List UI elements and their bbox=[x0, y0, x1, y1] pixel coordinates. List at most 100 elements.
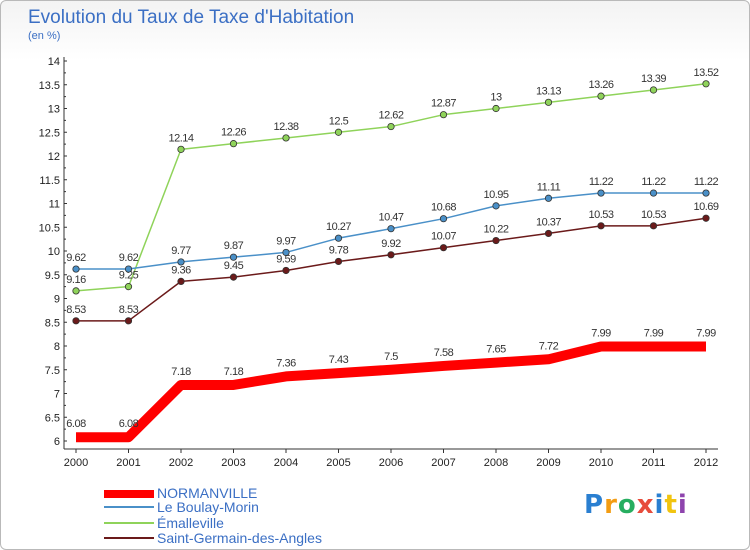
y-tick-label: 10.5 bbox=[39, 222, 60, 234]
legend-label-emalleville: Émalleville bbox=[157, 515, 224, 531]
data-label: 7.18 bbox=[171, 366, 191, 378]
data-label: 11.22 bbox=[589, 176, 614, 188]
x-tick-label: 2010 bbox=[589, 457, 613, 469]
data-label: 8.53 bbox=[66, 304, 86, 316]
data-label: 9.62 bbox=[66, 252, 86, 264]
chart-subtitle: (en %) bbox=[28, 30, 61, 42]
x-tick-label: 2008 bbox=[484, 457, 508, 469]
data-label: 11.11 bbox=[537, 181, 561, 193]
data-label: 10.22 bbox=[483, 224, 508, 236]
brand-letter: o bbox=[617, 490, 637, 520]
data-label: 10.68 bbox=[431, 202, 456, 214]
brand-letter: x bbox=[636, 490, 655, 520]
data-label: 7.65 bbox=[486, 344, 506, 356]
x-tick-label: 2001 bbox=[116, 457, 140, 469]
data-label: 7.18 bbox=[224, 366, 244, 378]
data-point bbox=[282, 248, 290, 257]
x-tick-label: 2012 bbox=[694, 457, 718, 469]
data-label: 7.99 bbox=[591, 327, 611, 339]
data-point bbox=[124, 317, 133, 325]
data-label: 8.53 bbox=[119, 304, 139, 316]
data-point bbox=[177, 277, 185, 285]
y-tick-label: 13.5 bbox=[39, 80, 60, 92]
data-label: 9.36 bbox=[171, 264, 191, 276]
data-label: 10.47 bbox=[378, 212, 403, 224]
y-tick-label: 13 bbox=[48, 104, 60, 116]
data-label: 6.08 bbox=[66, 418, 86, 430]
data-point bbox=[597, 189, 605, 197]
data-point bbox=[597, 222, 605, 230]
x-tick-label: 2011 bbox=[642, 457, 666, 469]
data-point bbox=[649, 222, 658, 230]
data-label: 9.92 bbox=[381, 238, 401, 250]
data-point bbox=[702, 189, 710, 197]
data-label: 7.36 bbox=[276, 357, 296, 369]
data-point bbox=[177, 258, 185, 266]
data-point bbox=[387, 251, 395, 259]
data-label: 10.27 bbox=[326, 221, 351, 233]
brand-letter: i bbox=[677, 490, 688, 520]
data-point bbox=[649, 86, 658, 94]
brand-letter: P bbox=[584, 490, 605, 520]
data-point bbox=[439, 215, 448, 223]
y-tick-label: 10 bbox=[48, 246, 60, 258]
data-point bbox=[649, 189, 658, 197]
y-tick-label: 12 bbox=[48, 151, 60, 163]
data-point bbox=[702, 214, 710, 222]
y-tick-label: 7.5 bbox=[45, 365, 60, 377]
brand-letter: r bbox=[604, 490, 618, 520]
data-point bbox=[72, 265, 80, 273]
y-tick-label: 11 bbox=[49, 199, 60, 211]
data-point bbox=[229, 253, 238, 261]
x-tick-label: 2005 bbox=[326, 457, 350, 469]
data-label: 13.52 bbox=[693, 67, 718, 79]
data-point bbox=[492, 104, 500, 113]
data-point bbox=[177, 145, 185, 153]
x-tick-label: 2004 bbox=[274, 457, 298, 469]
data-label: 7.99 bbox=[696, 327, 716, 339]
y-tick-label: 6.5 bbox=[45, 412, 60, 424]
data-label: 12.26 bbox=[221, 127, 246, 139]
data-label: 11.22 bbox=[641, 176, 666, 188]
data-label: 9.25 bbox=[119, 270, 139, 282]
y-tick-label: 9 bbox=[54, 294, 60, 306]
y-tick-label: 14 bbox=[48, 56, 60, 68]
data-label: 12.38 bbox=[273, 121, 298, 133]
data-point bbox=[334, 128, 343, 136]
x-tick-label: 2009 bbox=[536, 457, 560, 469]
y-tick-label: 11.5 bbox=[39, 175, 60, 187]
data-label: 13.13 bbox=[536, 85, 561, 97]
data-label: 13.39 bbox=[641, 73, 666, 85]
data-point bbox=[702, 80, 710, 88]
chart-title: Evolution du Taux de Taxe d'Habitation bbox=[28, 7, 355, 28]
data-point bbox=[544, 98, 553, 106]
data-point bbox=[492, 202, 500, 210]
data-label: 7.58 bbox=[434, 347, 454, 359]
data-label: 9.87 bbox=[224, 240, 244, 252]
data-label: 10.69 bbox=[693, 201, 718, 213]
data-point bbox=[124, 265, 133, 273]
brand-logo: Proxiti bbox=[584, 490, 688, 520]
data-point bbox=[72, 317, 80, 325]
data-label: 9.62 bbox=[119, 252, 139, 264]
data-point bbox=[72, 287, 80, 295]
data-label: 10.07 bbox=[431, 231, 456, 243]
data-label: 13.26 bbox=[588, 79, 613, 91]
data-point bbox=[387, 225, 395, 233]
x-tick-label: 2002 bbox=[169, 457, 193, 469]
x-tick-label: 2006 bbox=[379, 457, 403, 469]
legend-label-normanville: NORMANVILLE bbox=[157, 485, 258, 501]
x-tick-label: 2000 bbox=[64, 457, 88, 469]
data-label: 9.59 bbox=[276, 253, 296, 265]
data-point bbox=[597, 92, 605, 100]
legend-swatch-le-boulay-morin bbox=[104, 506, 154, 508]
data-label: 7.43 bbox=[329, 354, 349, 366]
data-label: 10.37 bbox=[536, 216, 561, 228]
data-label: 9.45 bbox=[224, 260, 244, 272]
data-label: 10.95 bbox=[483, 189, 508, 201]
data-point bbox=[439, 244, 448, 252]
data-label: 9.78 bbox=[329, 244, 349, 256]
data-point bbox=[229, 273, 238, 281]
legend-swatch-emalleville bbox=[104, 522, 154, 524]
